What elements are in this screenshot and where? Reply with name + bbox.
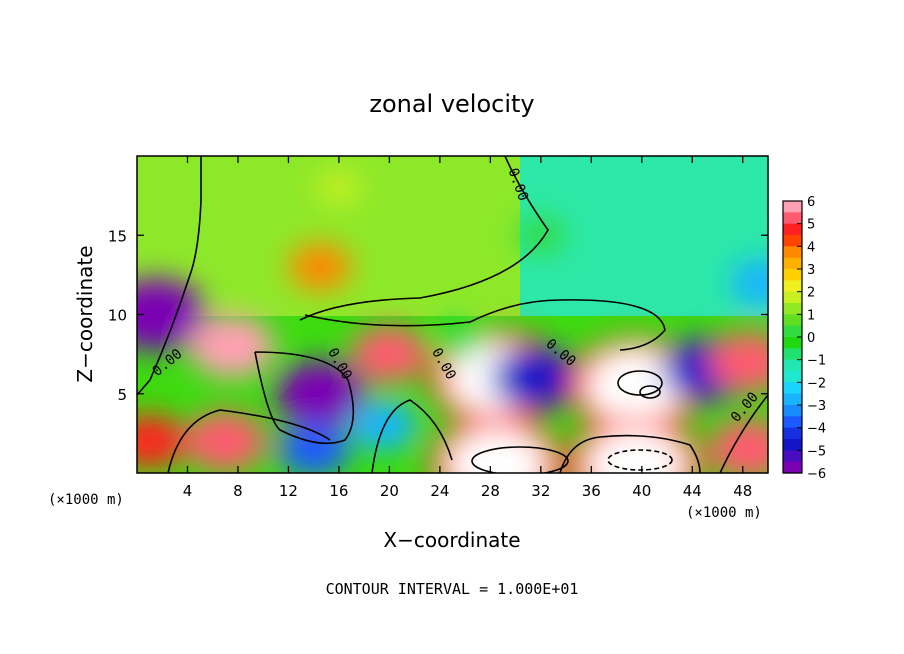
colorbar-label-3: 3 <box>807 263 815 278</box>
colorbar-segment-22 <box>783 450 802 463</box>
colorbar-segment-21 <box>783 439 802 451</box>
zero-contour-1 <box>299 156 549 321</box>
x-tick-label-48: 48 <box>733 482 752 500</box>
colorbar-segment-0 <box>783 201 802 213</box>
y-tick-label-10: 10 <box>108 307 127 325</box>
field-feature-0 <box>137 278 206 351</box>
colorbar-label-7: −1 <box>807 354 826 369</box>
y-tick-label-15: 15 <box>108 227 127 245</box>
x-tick-label-36: 36 <box>582 482 601 500</box>
zero-contour-5 <box>371 399 453 473</box>
colorbar-segment-1 <box>783 212 802 225</box>
zero-contour-6 <box>559 434 701 473</box>
field-feature-6 <box>288 243 352 291</box>
colorbar-segment-5 <box>783 257 802 270</box>
closed-contour-0 <box>617 370 663 396</box>
colorbar-segment-9 <box>783 303 802 315</box>
colorbar-label-5: 1 <box>807 308 815 323</box>
colorbar-label-0: 6 <box>807 195 815 210</box>
field-feature-10 <box>491 346 578 410</box>
colorbar-segment-13 <box>783 348 802 361</box>
colorbar-segment-19 <box>783 416 802 429</box>
colorbar-segment-6 <box>783 269 802 281</box>
colorbar-label-10: −4 <box>807 422 826 437</box>
closed-contour-2 <box>471 446 569 473</box>
colorbar-label-12: −6 <box>807 467 826 482</box>
x-tick-label-40: 40 <box>632 482 651 500</box>
zero-contour-3 <box>254 351 355 445</box>
zero-contour-2 <box>304 299 666 351</box>
colorbar-label-9: −3 <box>807 399 826 414</box>
colorbar-segment-10 <box>783 314 802 327</box>
x-axis-label: X−coordinate <box>383 528 520 552</box>
colorbar-label-1: 5 <box>807 218 815 233</box>
x-unit-right: (×1000 m) <box>686 505 762 521</box>
x-tick-label-4: 4 <box>183 482 193 500</box>
x-tick-label-28: 28 <box>481 482 500 500</box>
zero-contour-7 <box>719 394 768 473</box>
colorbar: 6 5 4 3 2 1 0 −1 −2 −3 −4 −5 −6 <box>782 195 826 482</box>
x-unit-left: (×1000 m) <box>48 492 124 508</box>
zero-contour-4 <box>167 409 331 473</box>
colorbar-label-6: 0 <box>807 331 815 346</box>
field-feature-7 <box>351 325 428 383</box>
x-tick-label-32: 32 <box>531 482 550 500</box>
colorbar-segment-23 <box>783 461 802 474</box>
colorbar-segment-15 <box>783 371 802 383</box>
chart-title: zonal velocity <box>369 90 534 118</box>
colorbar-segment-7 <box>783 280 802 293</box>
field-feature-12 <box>585 349 685 423</box>
field-feature-1 <box>188 314 275 378</box>
field-feature-4 <box>274 360 365 427</box>
field-feature-20 <box>316 170 362 205</box>
x-tick-label-44: 44 <box>683 482 702 500</box>
colorbar-segment-20 <box>783 427 802 440</box>
y-axis-label: Z−coordinate <box>73 245 97 382</box>
colorbar-label-8: −2 <box>807 376 826 391</box>
field-feature-2 <box>184 411 266 472</box>
x-tick-label-16: 16 <box>329 482 348 500</box>
colorbar-label-4: 2 <box>807 286 815 301</box>
field-feature-18 <box>516 216 566 255</box>
x-tick-label-12: 12 <box>279 482 298 500</box>
x-tick-label-24: 24 <box>430 482 449 500</box>
x-tick-label-8: 8 <box>233 482 243 500</box>
colorbar-segment-3 <box>783 235 802 247</box>
field-feature-19 <box>434 319 484 358</box>
field-feature-5 <box>277 422 350 473</box>
colorbar-segment-8 <box>783 291 802 304</box>
colorbar-label-2: 4 <box>807 240 815 255</box>
y-tick-label-5: 5 <box>117 386 127 404</box>
colorbar-segment-2 <box>783 223 802 236</box>
closed-contour-3 <box>607 449 673 471</box>
field-feature-17 <box>730 259 768 307</box>
colorbar-segment-17 <box>783 393 802 406</box>
field-feature-8 <box>349 400 417 451</box>
colorbar-segment-16 <box>783 382 802 395</box>
zero-contour-0 <box>137 156 202 396</box>
field-feature-13 <box>586 428 685 473</box>
field-feature-3 <box>137 414 186 469</box>
x-tick-label-20: 20 <box>380 482 399 500</box>
closed-contour-1 <box>639 385 661 399</box>
colorbar-segment-12 <box>783 337 802 349</box>
colorbar-label-11: −5 <box>807 444 826 459</box>
colorbar-segment-18 <box>783 405 802 417</box>
colorbar-segment-11 <box>783 325 802 338</box>
colorbar-segment-4 <box>783 246 802 259</box>
colorbar-segment-14 <box>783 359 802 372</box>
field-feature-16 <box>708 419 768 473</box>
contour-interval-footer: CONTOUR INTERVAL = 1.000E+01 <box>326 580 579 598</box>
field-feature-15 <box>708 332 768 393</box>
